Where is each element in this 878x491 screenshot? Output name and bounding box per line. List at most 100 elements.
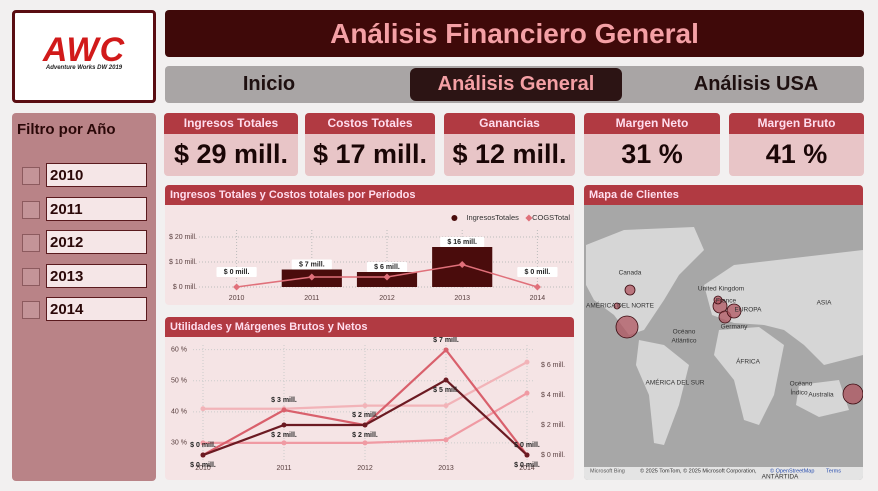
data-label: $ 7 mill. (299, 261, 325, 268)
year-filter: Filtro por Año 2010 2011 2012 2013 2014 (12, 113, 156, 481)
data-label: $ 3 mill. (271, 397, 297, 404)
year-option[interactable]: 2013 (22, 263, 147, 290)
year-label: 2011 (46, 196, 147, 221)
nav-button[interactable]: Inicio (242, 73, 296, 95)
data-label: $ 2 mill. (352, 432, 378, 439)
map-label: ÁFRICA (736, 357, 761, 366)
map-label: Océano (673, 329, 696, 336)
data-label: $ 0 mill. (224, 269, 250, 276)
kpi-value: $ 29 mill. (173, 139, 289, 169)
year-label: 2013 (46, 263, 147, 288)
map-label: ASIA (817, 300, 832, 307)
x-tick-label: 2010 (195, 465, 211, 472)
customer-bubble (613, 302, 621, 310)
x-tick-label: 2014 (530, 295, 546, 302)
map: Canada United Kingdom France EUROPA Germany A… (584, 205, 863, 480)
land (704, 250, 863, 365)
data-label: $ 2 mill. (352, 412, 378, 419)
map-panel: Mapa de Clientes Canada United Kingdom Fra… (584, 185, 863, 480)
kpi-label: Ingresos Totales (164, 113, 298, 134)
checkbox (22, 167, 40, 185)
customer-bubble (726, 303, 742, 319)
customer-bubble (713, 295, 723, 305)
line-marker (443, 377, 449, 383)
x-tick-label: 2012 (379, 295, 395, 302)
legend-marker (451, 215, 458, 221)
x-tick-label: 2013 (454, 295, 470, 302)
line-marker (200, 452, 206, 458)
y2-tick-label: $ 2 mill. (541, 422, 565, 429)
chart-title: Utilidades y Márgenes Brutos y Netos (165, 317, 574, 337)
chart-title: Ingresos Totales y Costos totales por Pe… (165, 185, 574, 205)
kpi-value: 41 % (765, 139, 828, 169)
kpi-card: Margen Bruto 41 % (729, 113, 864, 176)
kpi-label: Margen Bruto (729, 113, 864, 134)
line-marker (281, 440, 287, 446)
line-marker (443, 437, 449, 443)
y2-tick-label: $ 0 mill. (541, 452, 565, 459)
label-bg (216, 267, 257, 277)
line-marker (524, 452, 530, 458)
land (714, 327, 784, 425)
land (584, 467, 863, 480)
label-bg (366, 262, 408, 272)
data-label-box: $ 0 mill. (216, 267, 257, 277)
year-label: 2010 (46, 163, 147, 187)
y2-tick-label: $ 4 mill. (541, 392, 565, 399)
map-title: Mapa de Clientes (584, 185, 863, 205)
y-tick-label: 60 % (171, 347, 187, 354)
nav-bar: Inicio Análisis General Análisis USA (165, 66, 864, 103)
map-label: Germany (721, 324, 748, 331)
checkbox (22, 200, 40, 219)
logo-subtitle: Adventure Works DW 2019 (45, 65, 123, 71)
year-option[interactable]: 2012 (22, 230, 147, 256)
map-attribution: Microsoft Bing (590, 468, 625, 474)
x-tick-label: 2014 (519, 465, 535, 472)
kpi-label: Costos Totales (305, 113, 435, 134)
checkbox (22, 267, 40, 286)
y-tick-label: 30 % (171, 440, 187, 447)
checkbox (22, 301, 40, 319)
map-label: AMÉRICA DEL SUR (646, 378, 705, 387)
year-label: 2012 (46, 230, 147, 254)
land (636, 340, 689, 445)
legend-label: COGSTotal (532, 213, 570, 222)
customer-bubble (624, 284, 636, 296)
line-marker (533, 283, 541, 291)
data-label-box: $ 0 mill. (517, 267, 558, 277)
map-label: AMÉRICA DEL NORTE (586, 301, 655, 310)
y-tick-label: 50 % (171, 378, 187, 385)
map-label: ANTÁRTIDA (762, 472, 799, 480)
x-tick-label: 2011 (304, 295, 319, 302)
map-label: Canada (619, 270, 642, 277)
data-label: $ 0 mill. (190, 462, 216, 469)
map-attribution: © OpenStreetMap (770, 467, 814, 474)
x-tick-label: 2010 (229, 295, 245, 302)
y2-tick-label: $ 6 mill. (541, 362, 565, 369)
data-label: $ 5 mill. (433, 387, 459, 394)
map-label: United Kingdom (698, 286, 744, 293)
x-tick-label: 2012 (357, 465, 373, 472)
label-bg (291, 259, 332, 270)
nav-button[interactable]: Análisis General (410, 68, 622, 101)
kpi-value: $ 17 mill. (312, 139, 428, 169)
chart-panel: Utilidades y Márgenes Brutos y Netos 30 %… (165, 317, 574, 480)
checkbox (22, 234, 40, 252)
line-marker (362, 422, 368, 428)
map-attribution: © 2025 TomTom, © 2025 Microsoft Corporat… (640, 467, 757, 474)
year-option[interactable]: 2011 (22, 196, 147, 223)
line-marker (281, 422, 287, 428)
year-option[interactable]: 2014 (22, 297, 147, 323)
line-marker (362, 440, 368, 446)
line-marker (443, 347, 449, 353)
line-marker (200, 440, 206, 446)
line-marker (281, 407, 287, 413)
year-label: 2014 (46, 297, 147, 321)
nav-button[interactable]: Análisis USA (693, 73, 819, 95)
customer-bubble (842, 383, 863, 405)
year-option[interactable]: 2010 (22, 163, 147, 189)
kpi-label: Margen Neto (584, 113, 720, 134)
data-label-box: $ 6 mill. (366, 262, 408, 272)
map-label: Atlántico (672, 338, 697, 345)
